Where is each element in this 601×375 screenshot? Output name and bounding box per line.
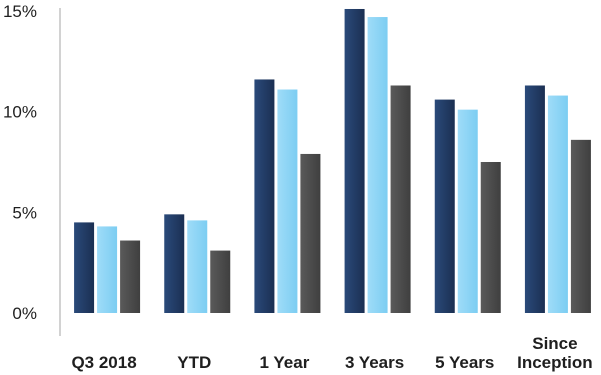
bar xyxy=(457,109,478,313)
x-tick-label: 5 Years xyxy=(435,353,494,372)
bar xyxy=(434,99,455,313)
bar xyxy=(300,153,321,313)
bar xyxy=(187,220,208,313)
bar xyxy=(547,95,568,313)
x-tick-label: 1 Year xyxy=(260,353,310,372)
y-tick-label: 0% xyxy=(12,304,37,323)
bar xyxy=(254,79,275,313)
y-tick-label: 10% xyxy=(3,103,37,122)
y-tick-label: 5% xyxy=(12,203,37,222)
x-tick-label: Q3 2018 xyxy=(71,353,136,372)
x-tick-labels: Q3 2018 YTD 1 Year 3 Years 5 Years Since Incep… xyxy=(71,334,592,372)
x-tick-label: YTD xyxy=(177,353,211,372)
bar xyxy=(120,240,141,313)
bar xyxy=(210,250,231,313)
bar xyxy=(480,162,501,313)
bar xyxy=(97,226,118,313)
y-tick-labels: 0% 5% 10% 15% xyxy=(3,2,37,323)
x-tick-label: Since Inception xyxy=(517,334,593,372)
y-tick-label: 15% xyxy=(3,2,37,21)
bars xyxy=(74,8,591,314)
bar xyxy=(74,222,95,313)
bar xyxy=(570,139,591,313)
bar xyxy=(164,214,185,313)
bar xyxy=(524,85,545,313)
bar xyxy=(390,85,411,313)
bar xyxy=(367,17,388,313)
bar xyxy=(277,89,298,314)
x-tick-label: 3 Years xyxy=(345,353,404,372)
bar xyxy=(344,8,365,314)
